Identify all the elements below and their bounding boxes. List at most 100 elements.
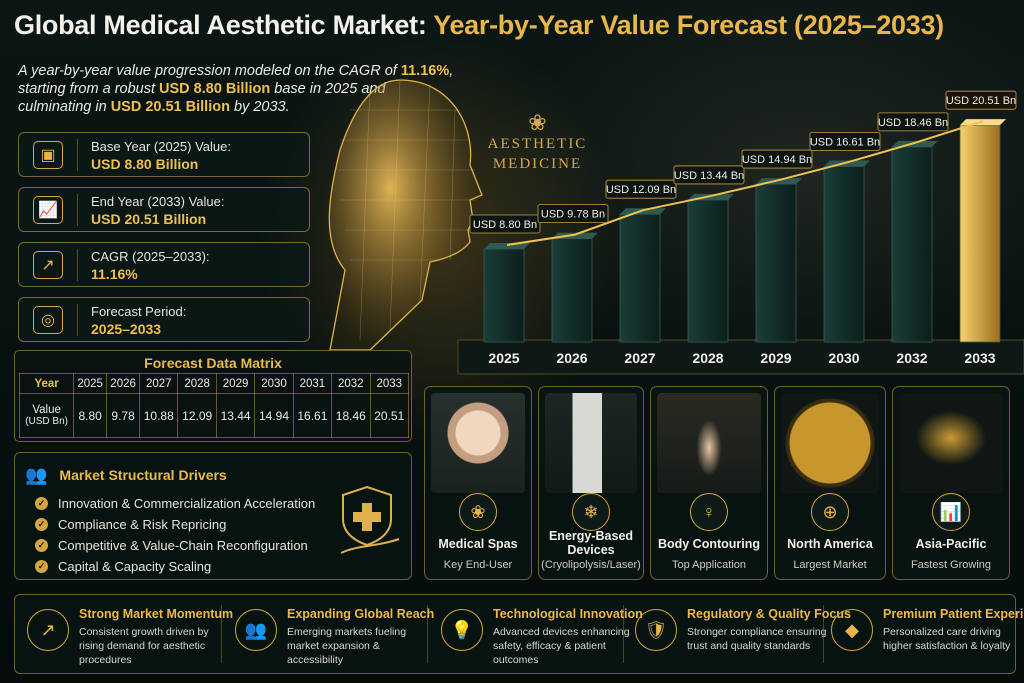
highlight-item: ↗ Strong Market Momentum Consistent grow… — [19, 595, 233, 673]
kpi-label: End Year (2033) Value: — [91, 194, 225, 209]
diamond-icon: ◆ — [831, 609, 873, 651]
matrix-cell: 2028 — [177, 373, 217, 394]
highlight-desc: Advanced devices enhancing safety, effic… — [493, 626, 630, 666]
snowflake-icon: ❄ — [572, 493, 610, 531]
matrix-cell: 18.46 — [331, 393, 371, 438]
driver-item: ✓ Capital & Capacity Scaling — [35, 556, 315, 577]
chart-bar — [823, 166, 865, 343]
check-icon: ✓ — [35, 560, 48, 573]
highlight-title: Technological Innovation — [493, 607, 643, 621]
chart-x-tick: 2033 — [964, 350, 995, 366]
chart-x-tick: 2029 — [760, 350, 791, 366]
check-icon: ✓ — [35, 539, 48, 552]
highlight-item: 💡 Technological Innovation Advanced devi… — [433, 595, 643, 673]
body-icon: ♀ — [690, 493, 728, 531]
chart-data-label-text: USD 14.94 Bn — [742, 154, 812, 166]
matrix-cell: 16.61 — [292, 393, 333, 438]
driver-item: ✓ Compliance & Risk Repricing — [35, 514, 315, 535]
chart-x-tick: 2032 — [896, 350, 927, 366]
shield-cross-icon — [340, 485, 400, 554]
growth-chart-icon: ↗ — [27, 609, 69, 651]
segment-title: Medical Spas — [438, 537, 518, 551]
chart-data-label: USD 20.51 Bn — [945, 90, 1017, 110]
chart-data-label-text: USD 8.80 Bn — [473, 219, 537, 231]
matrix-cell: 2030 — [254, 373, 294, 394]
kpi-cagr: ↗ CAGR (2025–2033): 11.16% — [18, 242, 310, 287]
matrix-value-header: Value (USD Bn) — [18, 393, 75, 438]
highlight-title: Strong Market Momentum — [79, 607, 234, 621]
segment-card-body-contouring: ♀ Body Contouring Top Application — [650, 386, 768, 580]
chart-data-label: USD 13.44 Bn — [673, 165, 745, 185]
shield-check-icon: 🛡 — [635, 609, 677, 651]
matrix-cell: 13.44 — [215, 393, 256, 438]
segment-title: North America — [787, 537, 873, 551]
kpi-value: 11.16% — [91, 266, 138, 282]
face-illustration — [328, 79, 483, 351]
chart-x-tick: 2028 — [692, 350, 723, 366]
kpi-label: Forecast Period: — [91, 304, 187, 319]
highlight-item: 🛡 Regulatory & Quality Focus Stronger co… — [627, 595, 851, 673]
trend-chart-icon: ↗ — [33, 251, 63, 279]
chart-data-label-text: USD 12.09 Bn — [606, 184, 676, 196]
chart-bar-top — [484, 242, 530, 249]
kpi-value: 2025–2033 — [91, 321, 162, 337]
page-title: Global Medical Aesthetic Market: Year-by… — [14, 10, 944, 40]
spa-woman-image — [431, 393, 525, 493]
chart-data-label-text: USD 18.46 Bn — [878, 117, 948, 129]
chart-data-label: USD 16.61 Bn — [809, 132, 881, 151]
brand-line2: MEDICINE — [492, 156, 583, 172]
target-icon: ◎ — [33, 306, 63, 334]
matrix-cell: 20.51 — [369, 393, 409, 438]
check-icon: ✓ — [35, 518, 48, 531]
kpi-label: Base Year (2025) Value: — [91, 139, 231, 154]
matrix-cell: 10.88 — [139, 393, 179, 438]
highlight-item: 👥 Expanding Global Reach Emerging market… — [227, 595, 434, 673]
chart-data-label: USD 14.94 Bn — [741, 149, 813, 169]
market-drivers-panel: 👥 Market Structural Drivers ✓ Innovation … — [14, 452, 412, 580]
driver-item: ✓ Innovation & Commercialization Accelera… — [35, 493, 315, 514]
page-subtitle: A year-by-year value progression modeled… — [18, 63, 454, 115]
check-icon: ✓ — [35, 497, 48, 510]
highlight-desc: Personalized care driving higher satisfa… — [883, 626, 1011, 652]
segment-title: Body Contouring — [657, 537, 761, 551]
chart-x-tick: 2025 — [488, 350, 519, 366]
highlight-title: Regulatory & Quality Focus — [687, 607, 851, 621]
chart-bar — [619, 213, 661, 343]
matrix-cell: 2033 — [369, 373, 409, 394]
kpi-base-year: ▣ Base Year (2025) Value: USD 8.80 Billi… — [18, 132, 310, 177]
matrix-cell: 2026 — [106, 373, 141, 394]
matrix-cell: 2032 — [331, 373, 371, 394]
matrix-cell: 2025 — [73, 373, 108, 394]
drivers-title: Market Structural Drivers — [59, 467, 227, 483]
matrix-cell: 9.78 — [106, 393, 141, 438]
chart-data-label: USD 18.46 Bn — [877, 112, 949, 132]
highlight-item: ◆ Premium Patient Experience Personalize… — [823, 595, 1024, 673]
forecast-matrix: Forecast Data Matrix Year 2025 2026 2027… — [14, 350, 412, 442]
highlight-title: Premium Patient Experience — [883, 607, 1024, 621]
kpi-value: USD 8.80 Billion — [91, 156, 199, 172]
growth-chart-icon: 📊 — [932, 493, 970, 531]
highlight-title: Expanding Global Reach — [287, 607, 435, 621]
kpi-label: CAGR (2025–2033): — [91, 249, 210, 264]
chart-bar — [891, 146, 933, 343]
matrix-title: Forecast Data Matrix — [144, 355, 282, 371]
chart-x-tick: 2026 — [556, 350, 587, 366]
segment-subtitle: Largest Market — [793, 559, 867, 571]
chart-data-label: USD 8.80 Bn — [469, 214, 541, 234]
matrix-cell: 8.80 — [73, 393, 108, 438]
segment-title: Asia-Pacific — [915, 537, 987, 551]
highlight-desc: Emerging markets fueling market expansio… — [287, 626, 407, 666]
briefcase-icon: ▣ — [33, 141, 63, 169]
chart-data-label: USD 12.09 Bn — [605, 179, 677, 199]
chart-bar — [551, 238, 593, 343]
matrix-table: Year 2025 2026 2027 2028 2029 2030 2031 … — [18, 373, 409, 438]
highlights-bar: ↗ Strong Market Momentum Consistent grow… — [14, 594, 1024, 674]
segment-card-north-america: ⊕ North America Largest Market — [774, 386, 886, 580]
world-map-image — [899, 393, 1003, 493]
lightbulb-icon: 💡 — [441, 609, 483, 651]
matrix-year-header: Year — [18, 373, 75, 394]
chart-data-label-text: USD 16.61 Bn — [810, 136, 880, 148]
globe-icon: ⊕ — [811, 493, 849, 531]
segment-card-energy-devices: ❄ Energy-Based Devices (Cryolipolysis/La… — [538, 386, 644, 580]
brand-line1: AESTHETIC — [487, 136, 588, 152]
